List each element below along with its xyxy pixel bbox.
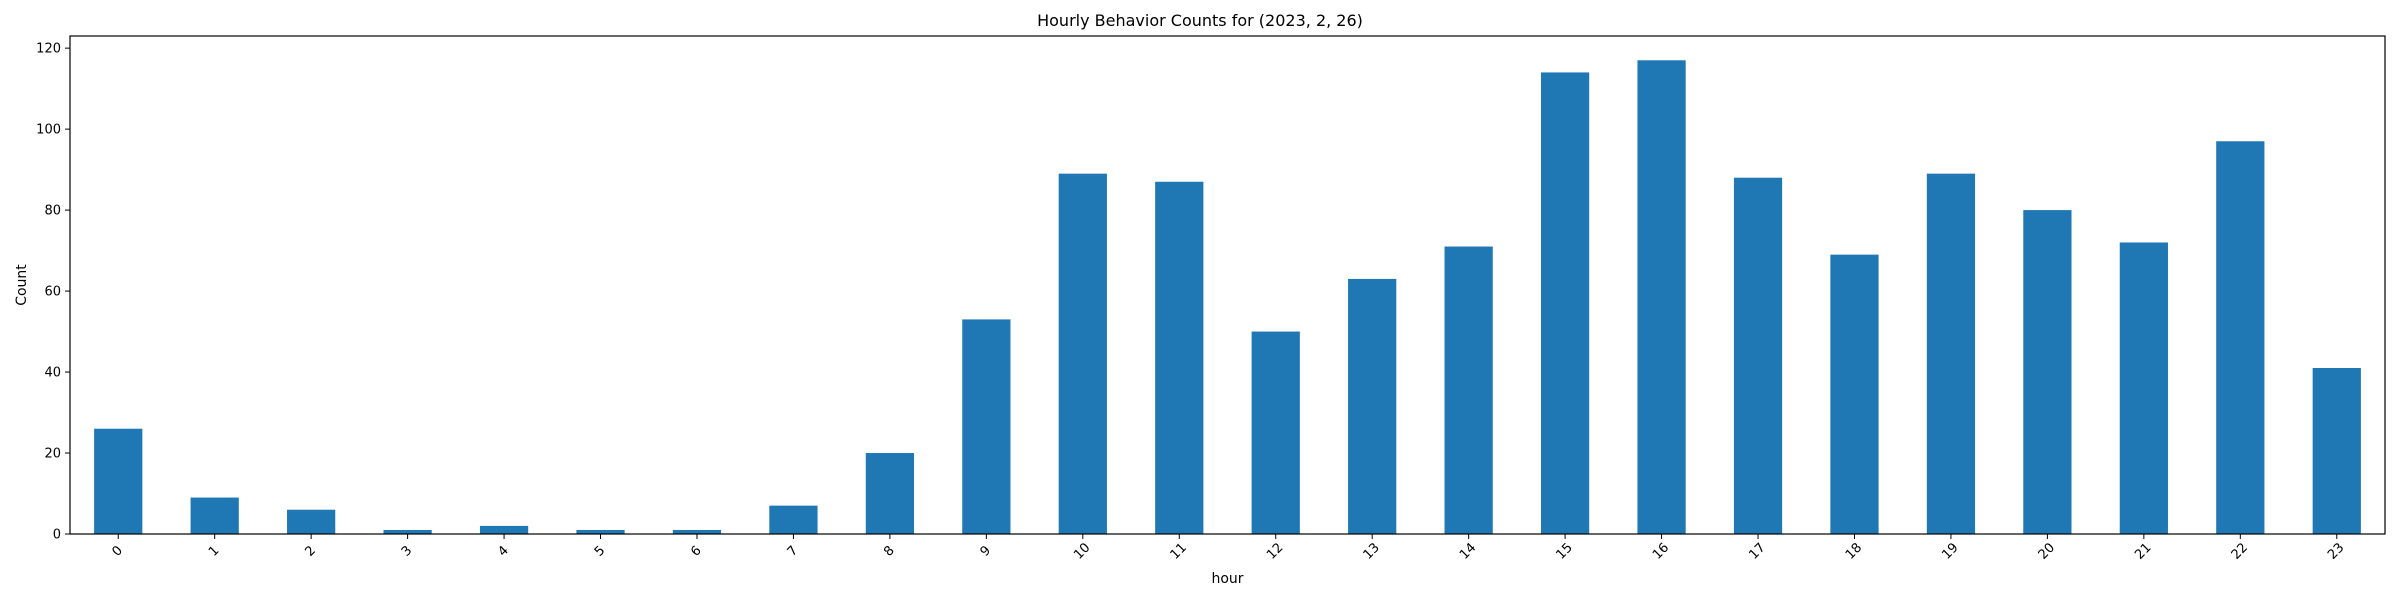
x-axis-ticks: 0 1 2 3 4 5 6 7 8 9 10 11 12 13 14 15 16 17 18 19 20 21 22 23 bbox=[110, 534, 2347, 563]
bars-group bbox=[94, 60, 2361, 535]
bar-hour-4 bbox=[479, 525, 529, 534]
y-tick-label: 80 bbox=[44, 204, 61, 219]
x-tick-label: 0 bbox=[110, 543, 126, 559]
bar-hour-15 bbox=[1540, 72, 1590, 534]
bar-hour-5 bbox=[576, 529, 625, 534]
x-tick-label: 11 bbox=[1168, 540, 1190, 562]
y-tick-label: 60 bbox=[44, 285, 61, 300]
x-tick-label: 1 bbox=[206, 543, 222, 559]
bar-hour-7 bbox=[769, 505, 818, 534]
y-axis-label: Count bbox=[14, 264, 30, 306]
y-tick-label: 120 bbox=[36, 42, 61, 57]
y-axis-ticks: 0 20 40 60 80 100 120 bbox=[36, 42, 70, 543]
bar-hour-9 bbox=[962, 319, 1011, 534]
x-tick-label: 4 bbox=[495, 543, 511, 559]
x-tick-label: 22 bbox=[2229, 540, 2251, 562]
bar-hour-3 bbox=[383, 529, 432, 534]
x-tick-label: 17 bbox=[1746, 540, 1768, 562]
bar-hour-8 bbox=[865, 453, 915, 534]
bar-hour-22 bbox=[2216, 141, 2265, 534]
bar-hour-0 bbox=[94, 428, 143, 534]
x-tick-label: 5 bbox=[592, 543, 608, 559]
x-tick-label: 8 bbox=[881, 543, 897, 559]
x-tick-label: 3 bbox=[399, 543, 415, 559]
plot-frame bbox=[69, 35, 2386, 535]
bar-hour-13 bbox=[1348, 278, 1397, 534]
bar-hour-1 bbox=[190, 497, 239, 534]
y-tick-label: 40 bbox=[44, 366, 61, 381]
bar-hour-23 bbox=[2312, 368, 2361, 534]
bar-hour-14 bbox=[1444, 246, 1493, 534]
x-tick-label: 18 bbox=[1843, 540, 1865, 562]
x-tick-label: 15 bbox=[1553, 540, 1575, 562]
x-tick-label: 21 bbox=[2132, 540, 2154, 562]
x-tick-label: 16 bbox=[1650, 540, 1672, 562]
x-tick-label: 19 bbox=[1939, 540, 1961, 562]
bar-hour-18 bbox=[1830, 254, 1879, 534]
x-tick-label: 14 bbox=[1457, 540, 1479, 562]
bar-hour-16 bbox=[1637, 60, 1686, 534]
bar-hour-17 bbox=[1733, 177, 1783, 534]
y-tick-label: 20 bbox=[44, 447, 61, 462]
x-tick-label: 2 bbox=[302, 543, 318, 559]
y-tick-label: 0 bbox=[53, 528, 61, 543]
x-tick-label: 23 bbox=[2325, 540, 2347, 562]
x-tick-label: 9 bbox=[978, 543, 994, 559]
chart-title: Hourly Behavior Counts for (2023, 2, 26) bbox=[1037, 11, 1363, 30]
bar-hour-20 bbox=[2023, 210, 2072, 534]
y-tick-label: 100 bbox=[36, 123, 61, 138]
bar-hour-6 bbox=[672, 529, 722, 534]
bar-hour-21 bbox=[2119, 242, 2168, 535]
x-tick-label: 13 bbox=[1361, 540, 1383, 562]
bar-hour-19 bbox=[1926, 173, 1976, 534]
x-tick-label: 20 bbox=[2036, 540, 2058, 562]
bar-hour-10 bbox=[1058, 173, 1107, 534]
x-tick-label: 10 bbox=[1071, 540, 1093, 562]
bar-hour-2 bbox=[287, 509, 336, 534]
x-axis-label: hour bbox=[1211, 571, 1243, 587]
x-tick-label: 6 bbox=[688, 543, 704, 559]
x-tick-label: 12 bbox=[1264, 540, 1286, 562]
bar-hour-11 bbox=[1155, 181, 1204, 534]
bar-hour-12 bbox=[1251, 331, 1300, 534]
x-tick-label: 7 bbox=[785, 543, 801, 559]
